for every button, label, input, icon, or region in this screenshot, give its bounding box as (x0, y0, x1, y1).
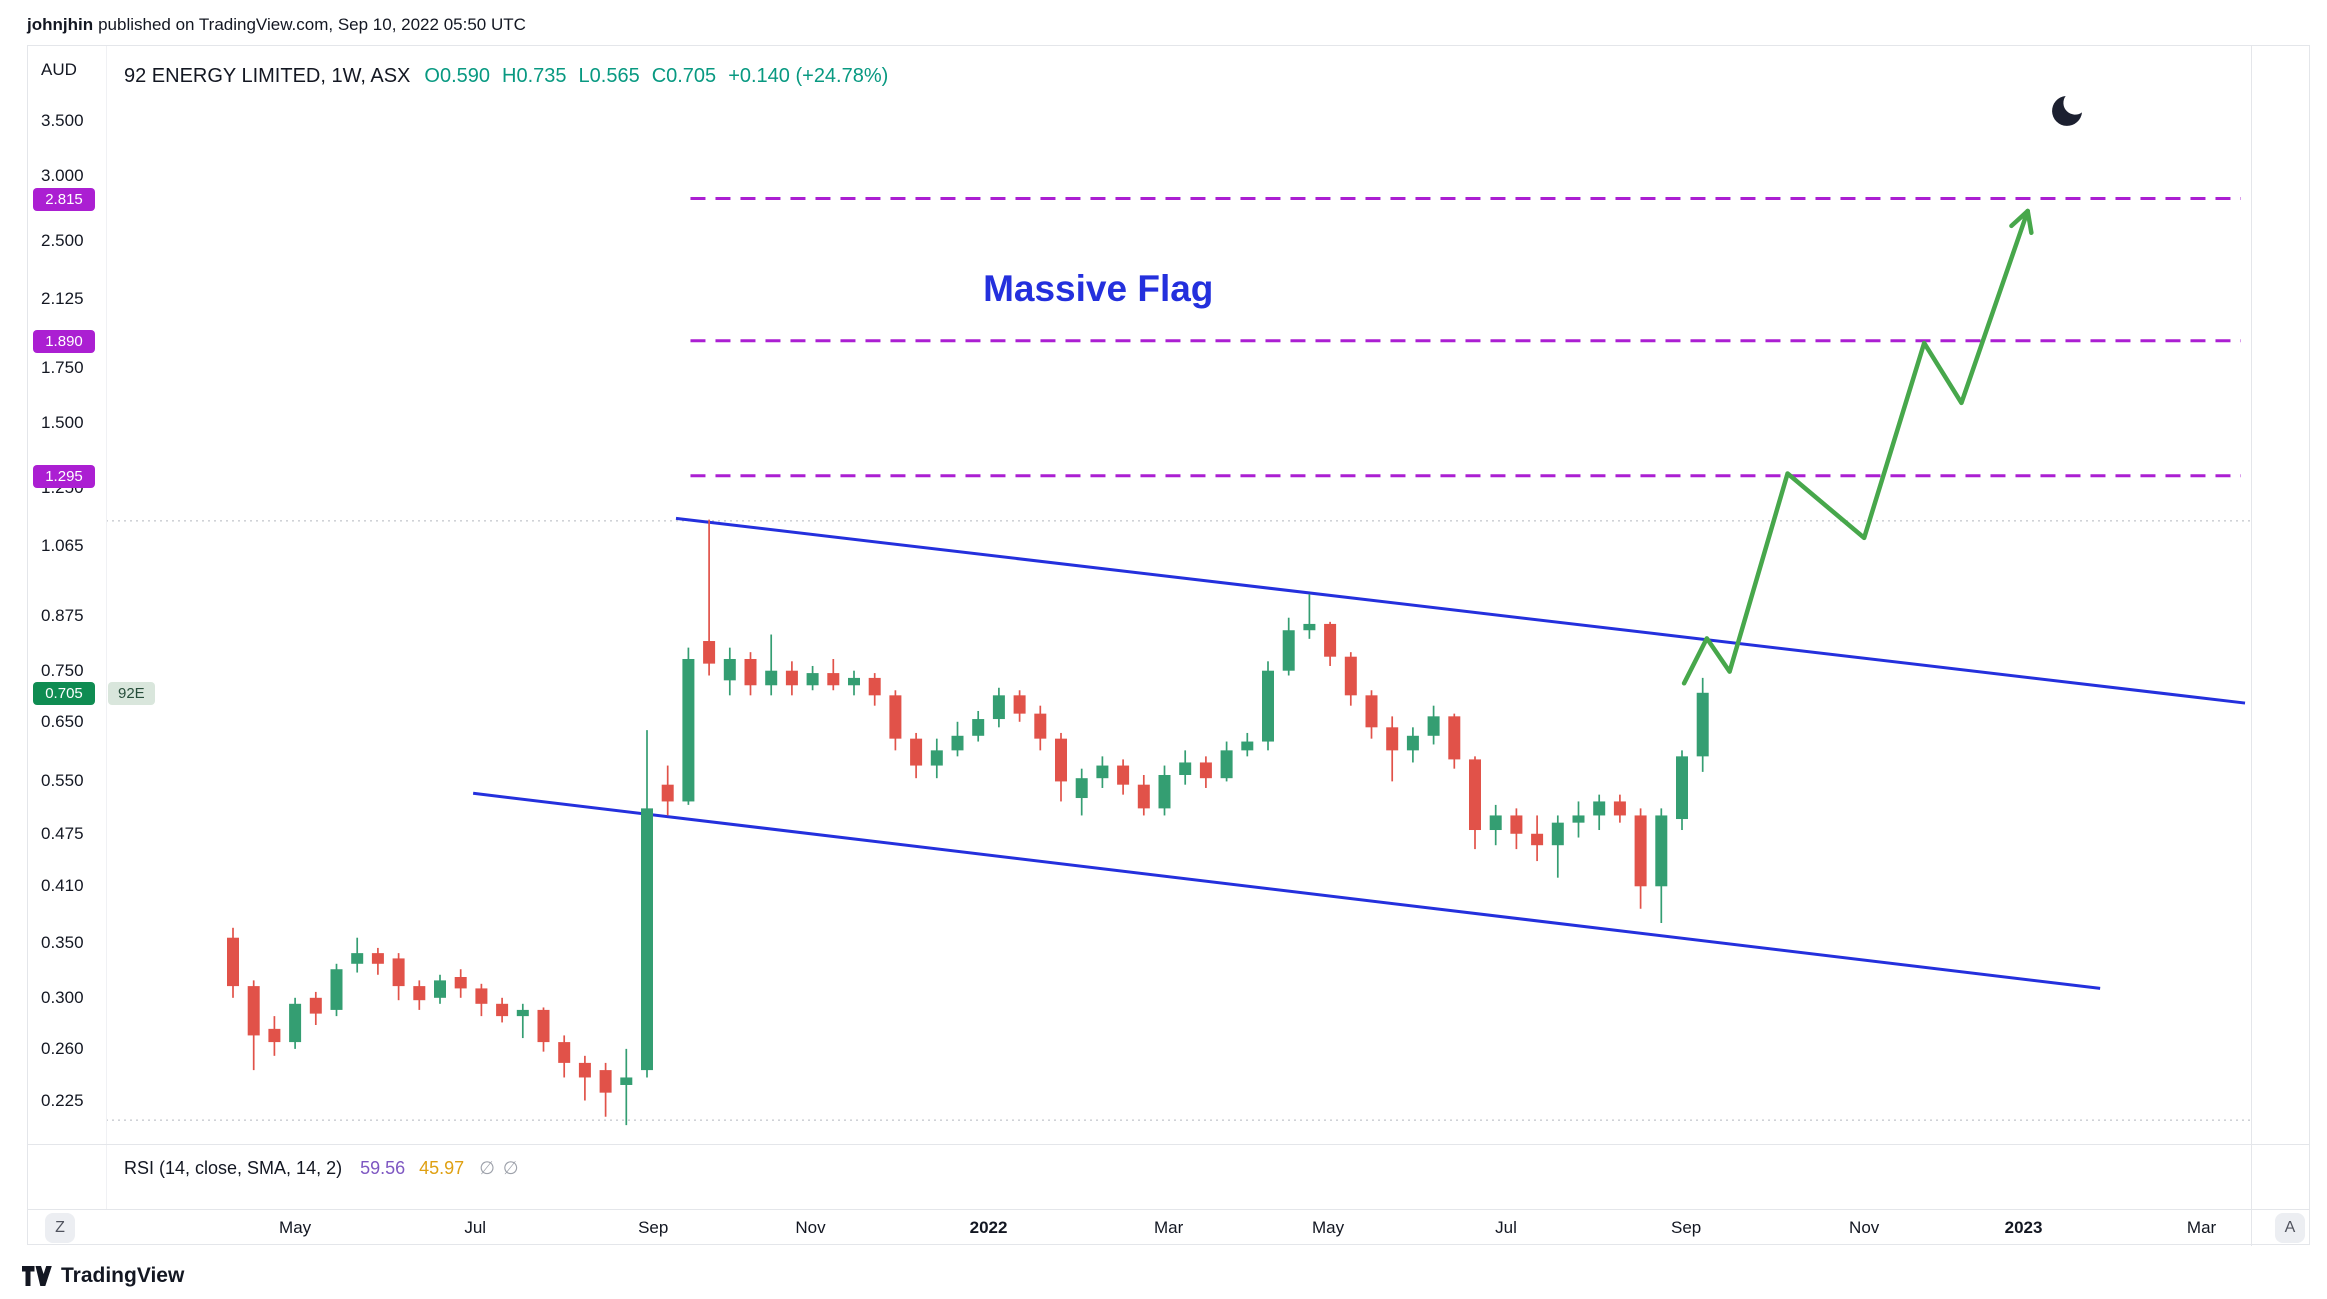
price-level-badge: 1.295 (33, 464, 95, 488)
symbol-legend: 92 ENERGY LIMITED, 1W, ASX O0.590 H0.735 L0… (124, 65, 888, 88)
flag-annotation[interactable]: Massive Flag (983, 267, 1214, 309)
time-tick: Jul (1495, 1218, 1517, 1237)
price-tick: 0.300 (41, 987, 84, 1007)
time-tick: May (279, 1218, 312, 1237)
price-tick: 3.500 (41, 110, 84, 130)
price-tick: 2.500 (41, 230, 84, 250)
price-tick: 1.750 (41, 358, 84, 378)
price-tick: 1.500 (41, 413, 84, 433)
time-tick: May (1311, 1218, 1345, 1237)
time-axis[interactable]: May Jul Sep Nov 2022 Mar May Jul Sep Nov 2023 Mar (28, 1209, 2309, 1246)
time-tick: Sep (638, 1218, 669, 1237)
symbol-title[interactable]: 92 ENERGY LIMITED, 1W, ASX (124, 65, 411, 87)
footer: TradingView (22, 1264, 184, 1288)
price-tick: 0.260 (41, 1038, 84, 1058)
rsi-value: 59.56 (360, 1158, 406, 1178)
ohlc-values: O0.590 H0.735 L0.565 C0.705 (424, 65, 728, 87)
time-tick: Mar (1153, 1218, 1184, 1237)
price-level-badge: 2.815 (33, 187, 95, 211)
change-value: +0.140 (+24.78%) (728, 65, 889, 87)
plot-right-border (2251, 46, 2252, 1246)
price-tick: 0.475 (41, 823, 84, 843)
price-tick: 0.750 (41, 660, 84, 680)
price-axis[interactable]: 3.500 3.000 2.500 2.125 1.750 1.500 1.250 1.065… (28, 46, 106, 1209)
price-tick: 0.225 (41, 1090, 84, 1110)
indicator-title[interactable]: RSI (14, close, SMA, 14, 2) (124, 1158, 343, 1178)
price-level-badge: 1.890 (33, 329, 95, 353)
brand-name[interactable]: TradingView (61, 1264, 185, 1287)
publish-header: johnjhin published on TradingView.com, Se… (27, 15, 526, 35)
currency-label: AUD (41, 60, 77, 79)
hidden-value-icon: ∅ (479, 1158, 495, 1178)
hidden-value-icon: ∅ (502, 1158, 519, 1178)
price-tick: 3.000 (41, 165, 84, 185)
ohlc-token: O0.590 (424, 65, 491, 87)
time-tick: Jul (464, 1218, 487, 1237)
timezone-button[interactable]: Z (45, 1213, 75, 1243)
time-tick: 2022 (969, 1218, 1008, 1237)
tradingview-logo-icon[interactable] (22, 1264, 52, 1288)
indicator-legend: RSI (14, close, SMA, 14, 2) 59.56 45.97 ∅ ∅ (124, 1158, 519, 1179)
rsi-ma-value: 45.97 (419, 1158, 465, 1178)
price-tick: 0.550 (41, 771, 84, 791)
time-axis-separator (28, 1209, 2309, 1210)
price-tick: 2.125 (41, 288, 84, 308)
time-tick: Nov (795, 1218, 826, 1237)
price-axis-separator (106, 46, 107, 1209)
candlestick-plot[interactable] (106, 46, 2251, 1209)
price-tick: 0.875 (41, 605, 84, 625)
ohlc-token: L0.565 (578, 65, 640, 87)
time-tick: Nov (1849, 1218, 1880, 1237)
time-tick: 2023 (2004, 1218, 2043, 1237)
price-tick: 1.065 (41, 535, 84, 555)
current-price-badge: 0.705 (33, 681, 95, 705)
price-tick: 0.410 (41, 876, 84, 896)
price-tick: 0.350 (41, 932, 84, 952)
autoscale-button[interactable]: A (2275, 1213, 2305, 1243)
symbol-price-badge: 92E (108, 681, 155, 705)
ohlc-token: C0.705 (651, 65, 717, 87)
pane-separator[interactable] (28, 1144, 2309, 1145)
ohlc-token: H0.735 (502, 65, 567, 87)
price-tick: 0.650 (41, 711, 84, 731)
chart-frame: 3.500 3.000 2.500 2.125 1.750 1.500 1.250 1.065… (27, 45, 2310, 1246)
time-tick: Sep (1671, 1218, 1702, 1237)
moon-icon[interactable] (2047, 91, 2087, 131)
author-name[interactable]: johnjhin (27, 15, 94, 34)
publish-info: published on TradingView.com, Sep 10, 20… (98, 15, 526, 34)
time-tick: Mar (2186, 1218, 2217, 1237)
